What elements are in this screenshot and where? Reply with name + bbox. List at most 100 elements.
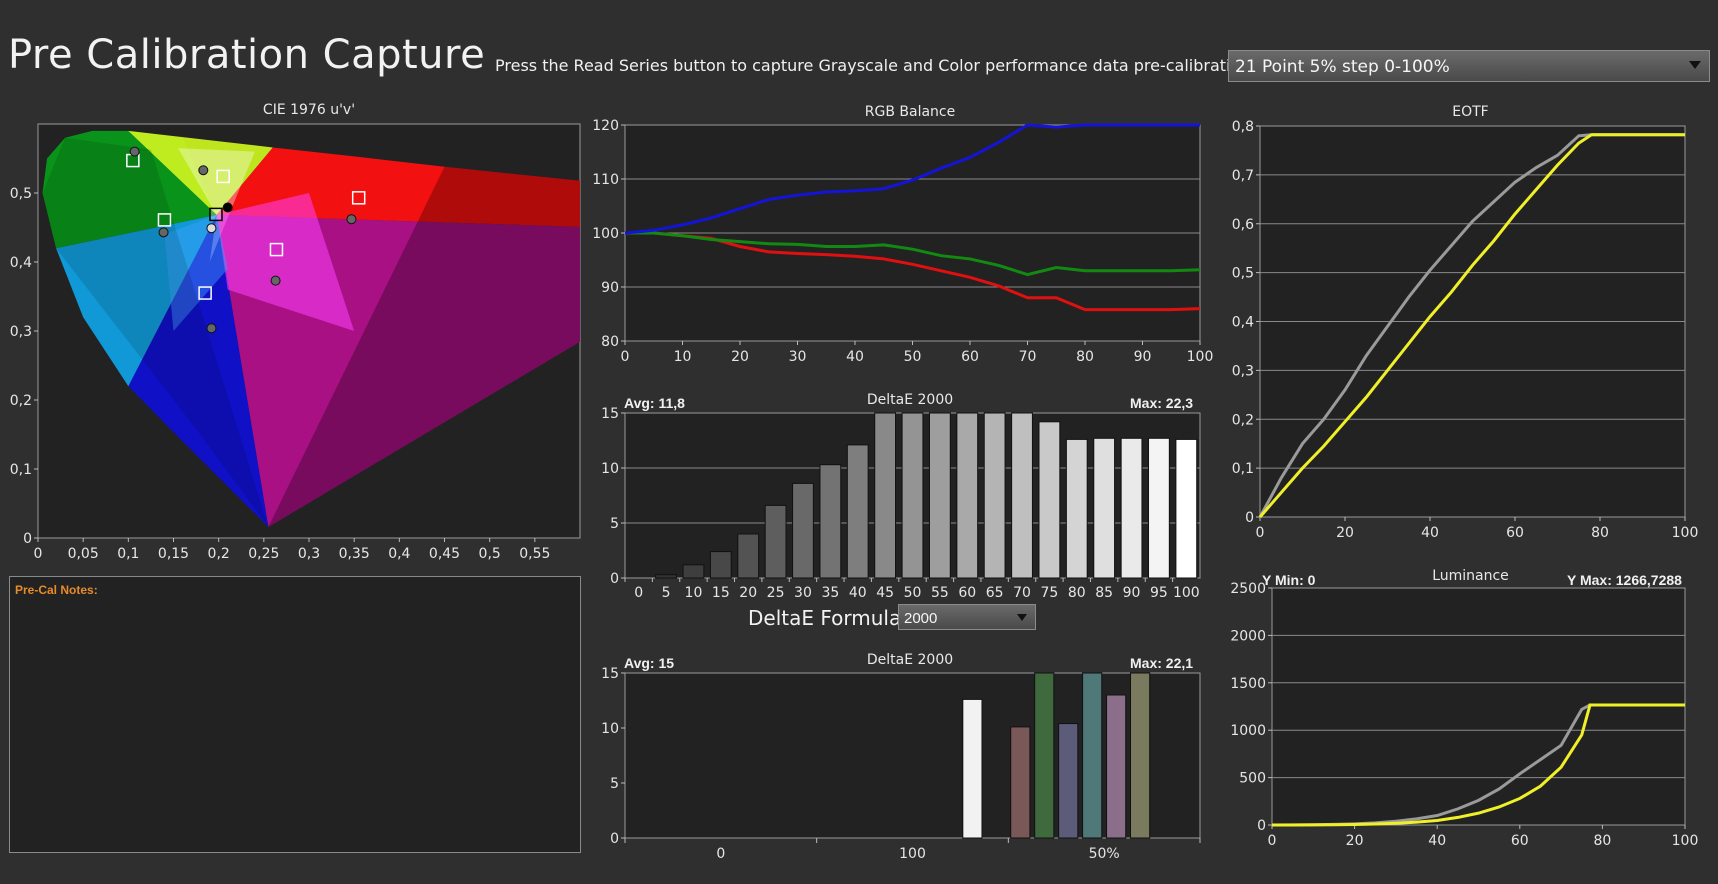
x-tick-label: 95 — [1150, 585, 1168, 601]
deltae-color-bar — [1034, 672, 1055, 839]
x-tick-label: 20 — [1346, 833, 1364, 849]
x-tick-label: 0,45 — [429, 546, 460, 562]
x-tick-label: 25 — [767, 585, 785, 601]
y-tick-label: 0 — [1245, 510, 1254, 526]
x-tick-label: 100 — [1672, 833, 1699, 849]
rgb-balance-chart: 80 90 100 110 120 0 10 20 30 40 50 60 70 80 90 100 — [592, 118, 1213, 365]
x-tick-label: 45 — [876, 585, 894, 601]
x-tick-label: 0 — [1256, 525, 1265, 541]
measured-luminance-line — [1272, 703, 1685, 827]
x-tick-label: 80 — [1591, 525, 1609, 541]
x-tick-label: 55 — [931, 585, 949, 601]
y-tick-label: 0 — [610, 571, 619, 587]
x-tick-label: 85 — [1095, 585, 1113, 601]
x-tick-label: 80 — [1076, 349, 1094, 365]
y-tick-label: 0,6 — [1232, 217, 1254, 233]
y-tick-label: 0,2 — [10, 393, 32, 409]
de-gray-max: Max: 22,3 — [1130, 395, 1194, 411]
y-tick-label: 500 — [1239, 771, 1266, 787]
y-tick-label: 2000 — [1230, 628, 1266, 644]
lum-ymin: Y Min: 0 — [1262, 572, 1316, 588]
x-tick-label: 60 — [961, 349, 979, 365]
deltae-bar — [737, 533, 760, 579]
page-title: Pre Calibration Capture — [8, 32, 486, 78]
de-gray-title: DeltaE 2000 — [866, 392, 954, 408]
deltae-formula-dropdown[interactable]: 2000 — [898, 604, 1036, 630]
x-tick-label: 10 — [685, 585, 703, 601]
x-tick-label: 0,3 — [298, 546, 320, 562]
y-tick-label: 0,8 — [1232, 119, 1254, 135]
y-tick-label: 0,4 — [1232, 315, 1254, 331]
cie-target-square — [198, 286, 212, 300]
y-tick-label: 15 — [601, 666, 619, 682]
x-tick-label: 80 — [1068, 585, 1086, 601]
series-dropdown[interactable]: 21 Point 5% step 0-100% — [1228, 50, 1710, 82]
y-tick-label: 1500 — [1230, 676, 1266, 692]
de-color-title: DeltaE 2000 — [866, 652, 954, 668]
deltae-bar — [1175, 438, 1198, 579]
cie-color-wedge — [56, 214, 217, 387]
luminance-chart: 0 500 1000 1500 2000 2500 0 20 40 60 80 100 — [1230, 581, 1698, 849]
y-tick-label: 0,4 — [10, 255, 32, 271]
x-tick-label: 0,15 — [158, 546, 189, 562]
y-tick-label: 2500 — [1230, 581, 1266, 597]
x-tick-label: 90 — [1134, 349, 1152, 365]
x-tick-label: 60 — [958, 585, 976, 601]
x-tick-label: 70 — [1013, 585, 1031, 601]
deltae-color-bar — [962, 698, 983, 839]
y-tick-label: 10 — [601, 461, 619, 477]
y-tick-label: 0 — [610, 831, 619, 847]
cie-measured-point — [270, 275, 281, 286]
x-tick-label: 0,4 — [388, 546, 410, 562]
green-balance-line — [625, 231, 1201, 277]
x-tick-label: 0,25 — [248, 546, 279, 562]
y-tick-label: 120 — [592, 118, 619, 134]
x-tick-label: 100 — [899, 846, 926, 862]
deltae-bar — [874, 412, 897, 579]
x-tick-label: 0 — [716, 846, 725, 862]
x-tick-label: 0,35 — [339, 546, 370, 562]
pre-cal-notes-box[interactable]: Pre-Cal Notes: — [9, 576, 581, 853]
cie-measured-point — [129, 146, 140, 157]
x-tick-label: 0,05 — [68, 546, 99, 562]
lum-ymax: Y Max: 1266,7288 — [1567, 572, 1682, 588]
x-tick-label: 65 — [986, 585, 1004, 601]
cie-target-square — [269, 242, 284, 257]
y-tick-label: 0,7 — [1232, 168, 1254, 184]
x-tick-label: 0,5 — [479, 546, 501, 562]
x-tick-label: 0 — [634, 585, 643, 601]
x-tick-label: 10 — [674, 349, 692, 365]
x-tick-label: 0,55 — [519, 546, 550, 562]
de-color-max: Max: 22,1 — [1130, 655, 1194, 671]
x-tick-label: 50% — [1089, 846, 1120, 862]
y-tick-label: 0,2 — [1232, 412, 1254, 428]
measured-eotf-line — [1258, 133, 1685, 518]
y-tick-label: 0,3 — [1232, 363, 1254, 379]
y-tick-label: 110 — [592, 172, 619, 188]
x-tick-label: 40 — [846, 349, 864, 365]
y-tick-label: 0,5 — [10, 186, 32, 202]
deltae-bar — [956, 412, 979, 579]
cie-title: CIE 1976 u'v' — [262, 102, 356, 118]
y-tick-label: 1000 — [1230, 723, 1266, 739]
deltae-formula-value: 2000 — [904, 610, 938, 627]
x-tick-label: 50 — [904, 585, 922, 601]
x-tick-label: 50 — [904, 349, 922, 365]
y-tick-label: 5 — [610, 516, 619, 532]
deltae-bar — [846, 444, 869, 579]
x-tick-label: 40 — [1428, 833, 1446, 849]
cie-outside-shade — [42, 137, 269, 527]
x-tick-label: 0,2 — [208, 546, 230, 562]
x-tick-label: 20 — [1336, 525, 1354, 541]
x-tick-label: 20 — [739, 585, 757, 601]
y-tick-label: 15 — [601, 406, 619, 422]
x-tick-label: 5 — [662, 585, 671, 601]
deltae-bar — [901, 412, 924, 579]
y-tick-label: 0 — [1257, 818, 1266, 834]
deltae-bar — [655, 574, 677, 579]
deltae-bar — [1065, 438, 1088, 579]
cie-outside-shade — [268, 166, 580, 527]
y-tick-label: 5 — [610, 776, 619, 792]
y-tick-label: 0,3 — [10, 324, 32, 340]
cie-measured-point — [346, 214, 357, 225]
